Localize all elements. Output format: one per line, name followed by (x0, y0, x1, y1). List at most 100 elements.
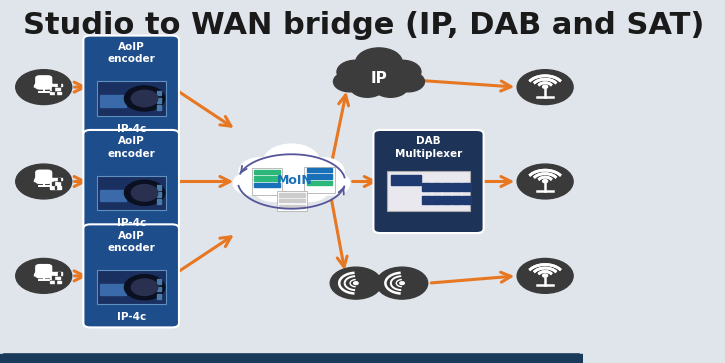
Bar (50, 277, 59, 279)
Bar (279, 199, 305, 203)
Bar (100, 284, 126, 295)
FancyBboxPatch shape (83, 130, 179, 233)
Bar (442, 183, 451, 191)
Bar (422, 183, 431, 191)
Bar (52, 87, 54, 91)
Text: AoIP
encoder: AoIP encoder (107, 231, 155, 253)
Circle shape (16, 164, 72, 199)
FancyBboxPatch shape (373, 130, 484, 233)
Circle shape (312, 172, 350, 195)
Circle shape (392, 72, 424, 92)
FancyBboxPatch shape (252, 168, 282, 195)
Bar (55, 280, 57, 284)
Text: AoIP
encoder: AoIP encoder (107, 42, 155, 64)
Circle shape (289, 176, 329, 201)
Bar (100, 95, 126, 107)
Circle shape (125, 275, 165, 300)
Circle shape (16, 70, 72, 105)
Circle shape (125, 180, 165, 205)
FancyBboxPatch shape (387, 171, 470, 211)
Bar (254, 183, 280, 187)
FancyBboxPatch shape (96, 81, 166, 116)
Circle shape (517, 164, 573, 199)
Bar (100, 189, 126, 201)
Bar (307, 181, 332, 185)
FancyBboxPatch shape (96, 176, 166, 210)
Bar (279, 205, 305, 208)
Bar (157, 90, 161, 95)
Bar (52, 276, 54, 280)
Bar (157, 98, 161, 103)
Circle shape (233, 172, 270, 195)
Circle shape (399, 282, 405, 285)
FancyBboxPatch shape (96, 270, 166, 305)
Bar (157, 199, 161, 204)
FancyBboxPatch shape (83, 224, 179, 327)
Text: DAB
Multiplexer: DAB Multiplexer (395, 136, 462, 159)
Circle shape (262, 160, 320, 196)
Text: IP-4c: IP-4c (117, 218, 146, 228)
Circle shape (357, 64, 401, 92)
Bar (58, 178, 59, 181)
Circle shape (373, 76, 408, 97)
Text: IP: IP (370, 70, 387, 86)
Bar (58, 83, 59, 86)
Circle shape (542, 180, 547, 183)
Text: Studio to WAN bridge (IP, DAB and SAT): Studio to WAN bridge (IP, DAB and SAT) (23, 11, 705, 40)
Circle shape (356, 48, 402, 77)
Bar (442, 196, 451, 204)
FancyBboxPatch shape (35, 170, 52, 184)
Bar (391, 175, 421, 185)
Bar (307, 168, 332, 172)
Circle shape (337, 60, 374, 83)
Bar (50, 92, 61, 94)
Bar (157, 286, 161, 291)
Bar (0, 354, 583, 363)
Bar (55, 91, 57, 95)
Circle shape (542, 85, 547, 88)
Bar (463, 196, 471, 204)
Bar (50, 186, 61, 189)
Bar (157, 105, 161, 110)
Bar (452, 196, 461, 204)
Bar (50, 88, 59, 90)
Bar (157, 185, 161, 190)
Circle shape (263, 144, 320, 179)
Text: MoIN: MoIN (276, 174, 312, 187)
Bar (50, 83, 62, 86)
Circle shape (268, 171, 315, 200)
Bar (157, 192, 161, 197)
Bar (432, 183, 441, 191)
Bar (55, 186, 57, 189)
Text: AoIP
encoder: AoIP encoder (107, 136, 155, 159)
Bar (50, 281, 61, 283)
Circle shape (384, 60, 421, 83)
Circle shape (330, 267, 381, 299)
Circle shape (131, 279, 158, 295)
Circle shape (125, 86, 165, 111)
Circle shape (354, 282, 358, 285)
Bar (254, 176, 280, 181)
Bar (52, 182, 54, 185)
Bar (452, 183, 461, 191)
Circle shape (131, 184, 158, 201)
Bar (422, 196, 431, 204)
Circle shape (517, 258, 573, 293)
FancyBboxPatch shape (277, 192, 307, 211)
FancyBboxPatch shape (83, 36, 179, 139)
Bar (254, 170, 280, 174)
Bar (157, 279, 161, 284)
Circle shape (517, 70, 573, 105)
Circle shape (254, 176, 294, 201)
Bar (307, 174, 332, 179)
Circle shape (350, 76, 385, 97)
Bar (157, 294, 161, 299)
Bar (50, 178, 62, 180)
Bar (432, 196, 441, 204)
Bar (279, 193, 305, 196)
FancyBboxPatch shape (35, 264, 52, 278)
Bar (463, 183, 471, 191)
Circle shape (16, 258, 72, 293)
Circle shape (542, 274, 547, 277)
FancyBboxPatch shape (304, 167, 335, 193)
